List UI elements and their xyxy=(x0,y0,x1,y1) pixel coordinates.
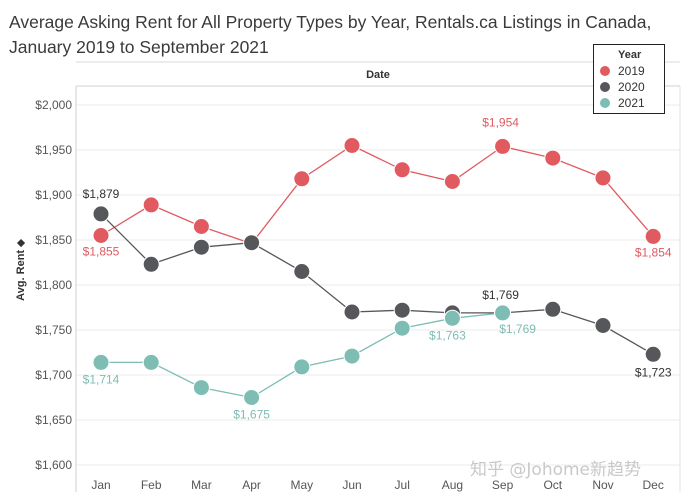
legend-swatch-2020 xyxy=(600,82,610,92)
series xyxy=(92,137,662,406)
data-point-2019 xyxy=(142,196,160,214)
data-point-2021 xyxy=(243,389,261,406)
x-tick-label: Jul xyxy=(395,478,410,492)
x-tick-label: Feb xyxy=(141,478,162,492)
data-point-2019 xyxy=(393,161,411,179)
legend-title: Year xyxy=(618,49,642,61)
data-label: $1,879 xyxy=(83,187,120,201)
data-point-2021 xyxy=(293,358,311,376)
x-tick-label: Aug xyxy=(442,478,463,492)
y-tick-label: $1,750 xyxy=(35,323,72,337)
data-point-2019 xyxy=(293,170,311,188)
data-point-2020 xyxy=(644,345,662,363)
grid-lines xyxy=(76,104,680,466)
legend-label-2020: 2020 xyxy=(618,80,645,94)
y-axis-title: Avg. Rent ⬥ xyxy=(15,239,27,301)
legend-item-2021[interactable]: 2021 xyxy=(594,95,664,111)
x-header-label: Date xyxy=(366,69,390,81)
x-tick-label: Apr xyxy=(242,478,261,492)
legend-label-2019: 2019 xyxy=(618,64,645,78)
data-point-2020 xyxy=(293,263,311,280)
y-tick-label: $1,950 xyxy=(35,143,72,157)
legend-item-2020[interactable]: 2020 xyxy=(594,79,664,95)
data-point-2021 xyxy=(192,379,210,397)
data-label: $1,854 xyxy=(635,245,672,259)
legend-item-2019[interactable]: 2019 xyxy=(594,63,664,79)
data-point-2021 xyxy=(343,347,361,365)
watermark: 知乎 @Johome新趋势 xyxy=(470,460,642,480)
data-point-2020 xyxy=(192,238,210,256)
x-tick-label: Dec xyxy=(643,478,664,492)
x-tick-label: Jun xyxy=(342,478,361,492)
series-line-2020 xyxy=(100,213,654,355)
data-point-2019 xyxy=(343,137,361,154)
data-point-2019 xyxy=(192,218,210,235)
data-label: $1,714 xyxy=(83,372,120,386)
data-point-2021 xyxy=(92,353,110,371)
series-line-2021 xyxy=(101,312,503,399)
chart-title: Average Asking Rent for All Property Typ… xyxy=(9,10,688,60)
data-label: $1,675 xyxy=(233,408,270,422)
x-tick-label: Oct xyxy=(543,478,562,492)
y-tick-label: $1,650 xyxy=(35,413,72,427)
data-point-2020 xyxy=(393,301,411,319)
axes: Date $1,600 $1,650 $1,700 $1,750 $1,800 $1,850… xyxy=(15,61,681,492)
data-point-2020 xyxy=(92,205,110,223)
data-point-2020 xyxy=(343,303,361,321)
chart-title-line-1: Average Asking Rent for All Property Typ… xyxy=(9,12,652,32)
y-tick-label: $1,850 xyxy=(35,233,72,247)
data-point-2021 xyxy=(142,353,160,371)
data-point-2019 xyxy=(92,227,110,244)
data-label: $1,769 xyxy=(499,322,536,336)
data-label: $1,723 xyxy=(635,365,672,379)
data-point-2021 xyxy=(393,319,411,337)
data-label: $1,855 xyxy=(83,245,120,259)
data-point-2019 xyxy=(443,173,461,190)
y-tick-label: $1,700 xyxy=(35,368,72,382)
legend: Year 2019 2020 2021 xyxy=(593,44,665,114)
data-point-2020 xyxy=(594,317,612,334)
legend-swatch-2021 xyxy=(600,98,610,108)
data-label: $1,769 xyxy=(482,288,519,302)
x-tick-label: Mar xyxy=(191,478,212,492)
data-point-2019 xyxy=(644,227,662,245)
data-point-2020 xyxy=(243,234,261,252)
x-tick-label: Nov xyxy=(592,478,613,492)
x-tick-label: Jan xyxy=(91,478,110,492)
series-line-2019 xyxy=(100,144,654,245)
legend-swatch-2019 xyxy=(600,66,610,76)
x-tick-label: Sep xyxy=(492,478,514,492)
data-point-2019 xyxy=(594,169,612,187)
data-point-2019 xyxy=(494,137,512,155)
data-label: $1,763 xyxy=(429,328,466,342)
legend-label-2021: 2021 xyxy=(618,96,645,110)
data-label: $1,954 xyxy=(482,115,519,129)
data-point-2020 xyxy=(142,255,160,273)
x-tick-label: May xyxy=(290,478,313,492)
data-point-2019 xyxy=(544,149,562,167)
data-point-2021 xyxy=(494,304,512,322)
y-tick-label: $2,000 xyxy=(35,98,72,112)
y-tick-label: $1,600 xyxy=(35,458,72,472)
data-point-2020 xyxy=(544,300,562,318)
y-tick-label: $1,900 xyxy=(35,188,72,202)
y-tick-label: $1,800 xyxy=(35,278,72,292)
data-point-2021 xyxy=(443,309,461,327)
data-labels: $1,855 $1,954 $1,854 $1,879 $1,769 $1,723 $1,7… xyxy=(83,115,672,421)
chart-title-line-2: January 2019 to September 2021 xyxy=(9,37,269,57)
